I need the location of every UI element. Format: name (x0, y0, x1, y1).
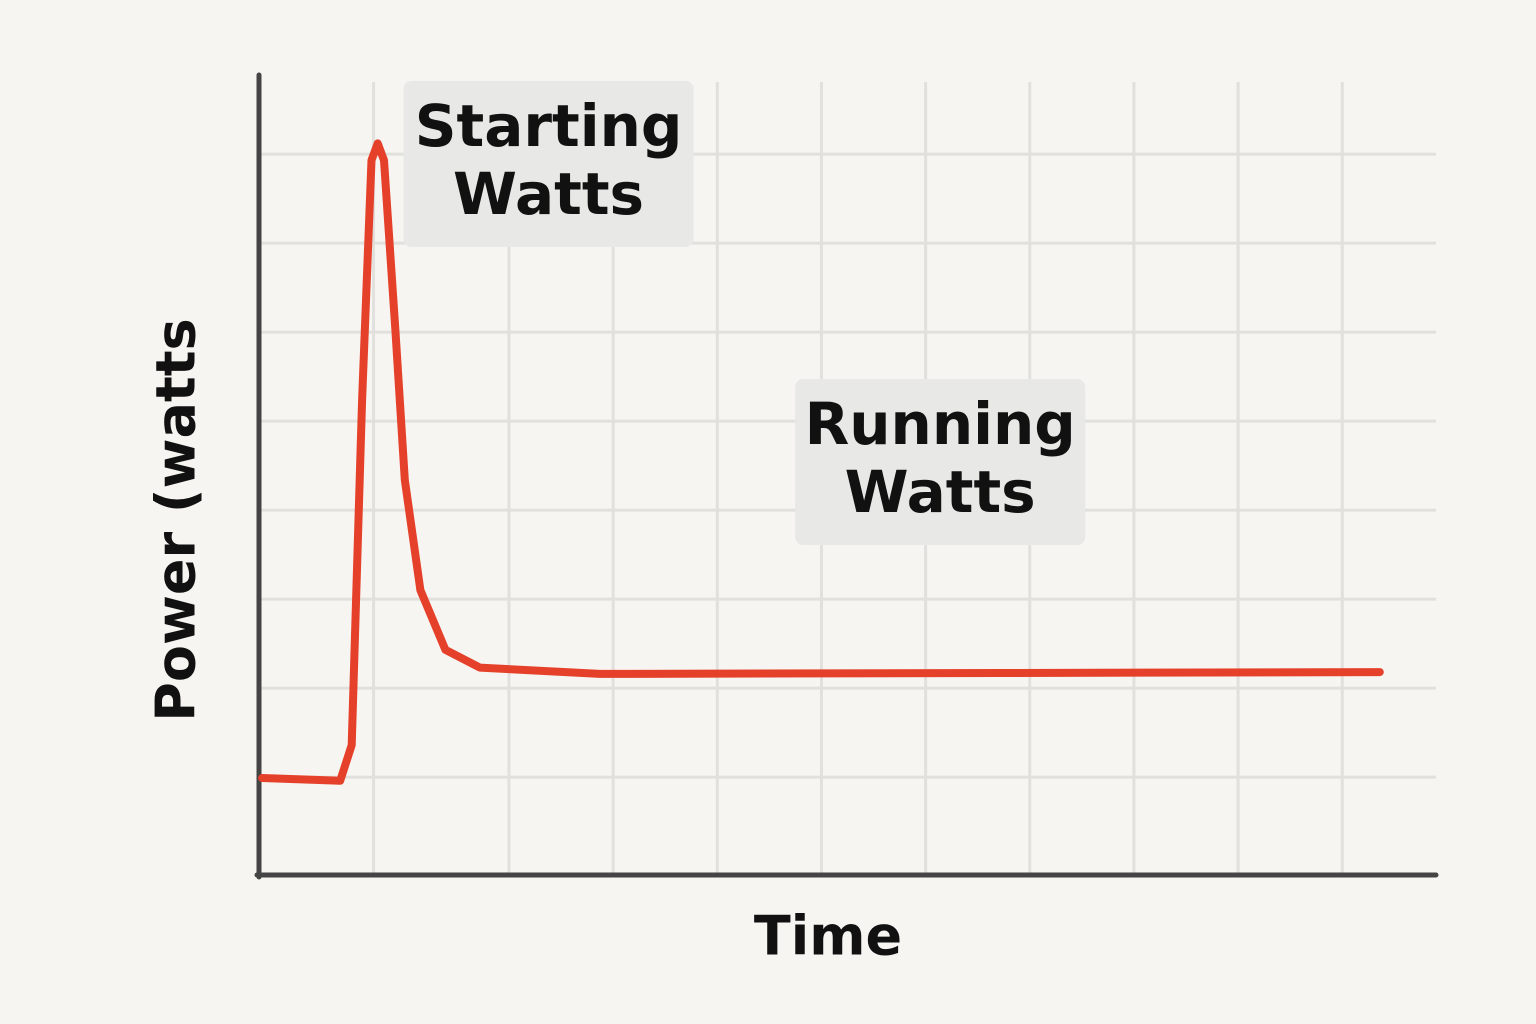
x-axis-label: Time (754, 905, 902, 968)
data-line (258, 139, 1384, 785)
y-axis-label: Power (watts (145, 318, 208, 721)
annotation-box (403, 80, 694, 247)
annotation-text: Watts (845, 458, 1036, 526)
plot (258, 139, 1384, 785)
annotation-text: Starting (415, 92, 683, 160)
annotation-box (795, 379, 1086, 546)
annotation-text: Watts (453, 160, 644, 228)
annotation-text: Running (805, 390, 1076, 458)
